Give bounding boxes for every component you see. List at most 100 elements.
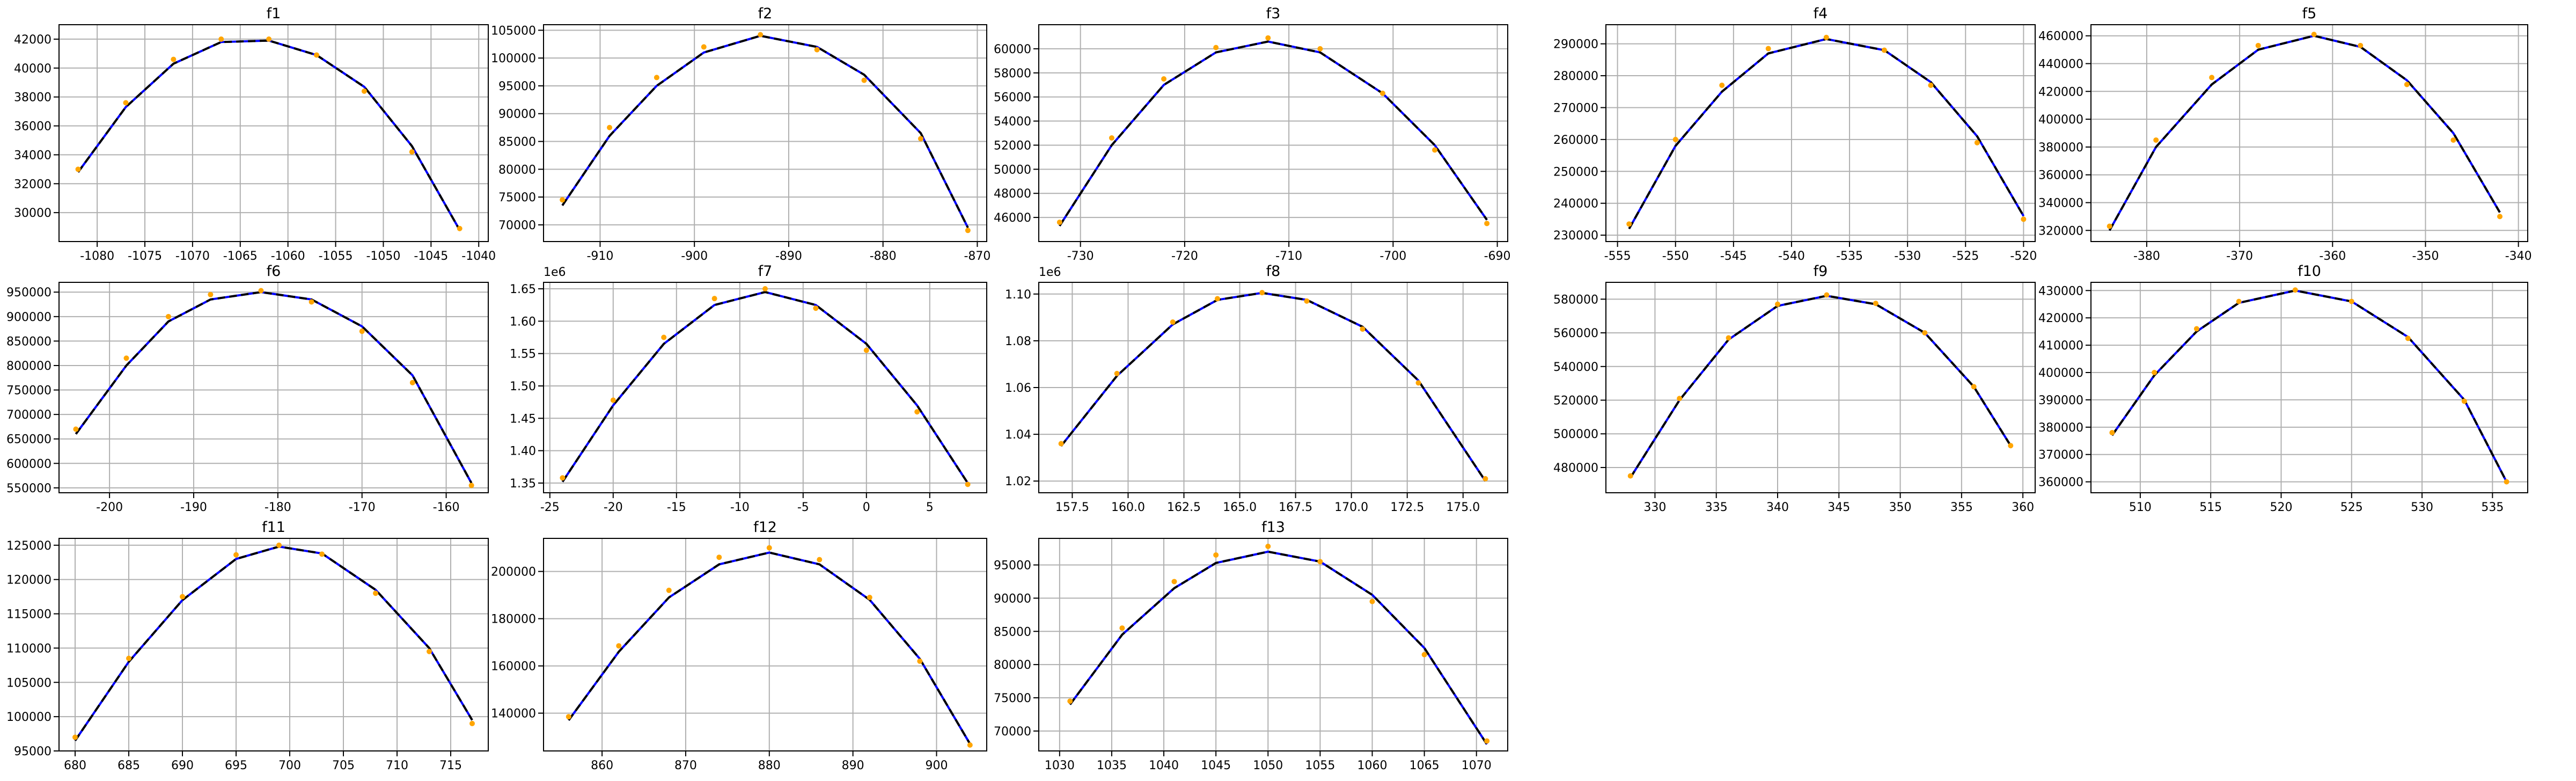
data-point <box>2292 287 2298 293</box>
subplot-title: f6 <box>267 263 281 280</box>
y-tick-label: 40000 <box>14 62 52 76</box>
data-point <box>1421 652 1427 658</box>
y-tick-label: 48000 <box>994 187 1031 201</box>
axes-frame <box>58 282 489 493</box>
data-point <box>616 643 622 649</box>
y-tick-label: 32000 <box>14 178 52 191</box>
x-tick-label: -690 <box>1484 250 1511 263</box>
data-point <box>1971 384 1977 390</box>
y-tick-label: 34000 <box>14 149 52 162</box>
data-point <box>2404 82 2410 87</box>
subplot: -730 -720 -710 -700 -690 46000 48000 50000 52000… <box>994 5 1511 263</box>
y-tick-label: 380000 <box>2038 421 2083 435</box>
data-point <box>1881 47 1887 53</box>
x-tick-label: 890 <box>842 759 864 772</box>
y-tick-label: 500000 <box>1553 428 1598 441</box>
x-tick-label: 880 <box>758 759 781 772</box>
axes-frame <box>1038 282 1508 493</box>
x-tick-label: 350 <box>1889 501 1912 514</box>
data-point <box>1415 380 1421 386</box>
y-tick-label: 650000 <box>6 433 52 447</box>
subplot-title: f13 <box>1261 519 1285 536</box>
y-tick-label: 36000 <box>14 120 52 134</box>
y-tick-label: 1.10 <box>1005 288 1031 302</box>
x-tick-label: -1050 <box>366 250 400 263</box>
y-tick-label: 230000 <box>1553 229 1598 243</box>
y-tick-label: 550000 <box>6 482 52 495</box>
x-tick-label: -1080 <box>80 250 114 263</box>
y-tick-label: 1.65 <box>510 283 536 296</box>
y-tick-label: 125000 <box>6 539 52 553</box>
data-point <box>233 552 239 558</box>
data-point <box>1213 552 1219 558</box>
data-point <box>1484 738 1490 744</box>
data-point <box>1304 298 1310 304</box>
x-tick-label: 870 <box>674 759 697 772</box>
y-tick-label: 50000 <box>994 163 1031 177</box>
data-point <box>1161 76 1167 82</box>
x-tick-label: 165.0 <box>1223 501 1257 514</box>
y-tick-label: 110000 <box>6 642 52 655</box>
data-point <box>2461 398 2467 404</box>
data-point <box>1974 140 1980 145</box>
x-tick-label: 710 <box>386 759 408 772</box>
y-tick-label: 750000 <box>6 384 52 398</box>
x-tick-label: -340 <box>2505 250 2532 263</box>
y-tick-label: 430000 <box>2038 284 2083 298</box>
y-tick-label: 42000 <box>14 33 52 47</box>
x-tick-label: 680 <box>64 759 86 772</box>
data-point <box>914 409 920 415</box>
data-point <box>701 44 707 50</box>
y-tick-label: 95000 <box>994 559 1031 573</box>
x-tick-label: 530 <box>2411 501 2433 514</box>
data-point <box>716 554 722 560</box>
y-tick-label: 54000 <box>994 115 1031 129</box>
y-tick-label: 460000 <box>2038 30 2083 43</box>
subplot: 157.5 160.0 162.5 165.0 167.5 170.0 172.5 175.0… <box>1005 263 1508 514</box>
y-tick-label: 340000 <box>2038 196 2083 210</box>
x-tick-label: 1055 <box>1305 759 1335 772</box>
data-point <box>965 228 971 233</box>
x-tick-label: 715 <box>439 759 462 772</box>
y-tick-label: 95000 <box>498 80 536 93</box>
data-point <box>2349 298 2354 304</box>
y-tick-label: 200000 <box>491 566 536 579</box>
y-tick-label: 90000 <box>994 592 1031 605</box>
y-tick-label: 1.04 <box>1005 428 1031 442</box>
data-point <box>208 291 214 297</box>
x-tick-label: -1075 <box>128 250 162 263</box>
data-point <box>1170 319 1176 325</box>
data-point <box>2311 32 2317 38</box>
subplot: 510 515 520 525 530 535 360000 370000 380000 3900… <box>2038 263 2528 514</box>
x-tick-label: -890 <box>775 250 802 263</box>
data-point <box>566 714 571 720</box>
y-tick-label: 700000 <box>6 408 52 422</box>
y-tick-label: 70000 <box>994 725 1031 739</box>
data-point <box>661 334 667 340</box>
y-tick-label: 480000 <box>1553 462 1598 475</box>
x-tick-label: 525 <box>2340 501 2363 514</box>
y-tick-label: 60000 <box>994 43 1031 56</box>
y-tick-label: 600000 <box>6 457 52 471</box>
x-tick-label: -380 <box>2133 250 2160 263</box>
x-tick-label: 510 <box>2129 501 2152 514</box>
data-point <box>861 77 867 83</box>
x-tick-label: -910 <box>586 250 613 263</box>
subplot-title: f7 <box>758 263 773 280</box>
data-point <box>1765 46 1771 52</box>
subplot: -555 -550 -545 -540 -535 -530 -525 -520 230000 24… <box>1553 5 2037 263</box>
y-tick-label: 52000 <box>994 139 1031 152</box>
data-point <box>758 32 764 38</box>
data-point <box>2109 430 2115 435</box>
subplot: 1030 1035 1040 1045 1050 1055 1060 1065 1070 7000… <box>994 519 1508 772</box>
y-tick-label: 1.35 <box>510 477 536 491</box>
y-tick-label: 560000 <box>1553 327 1598 340</box>
data-point <box>469 720 475 726</box>
data-point <box>1317 559 1323 565</box>
y-tick-label: 30000 <box>14 207 52 220</box>
x-tick-label: 695 <box>225 759 247 772</box>
subplot-title: f9 <box>1814 263 1828 280</box>
data-point <box>2193 326 2199 332</box>
y-tick-label: 950000 <box>6 286 52 300</box>
data-point <box>123 355 129 361</box>
